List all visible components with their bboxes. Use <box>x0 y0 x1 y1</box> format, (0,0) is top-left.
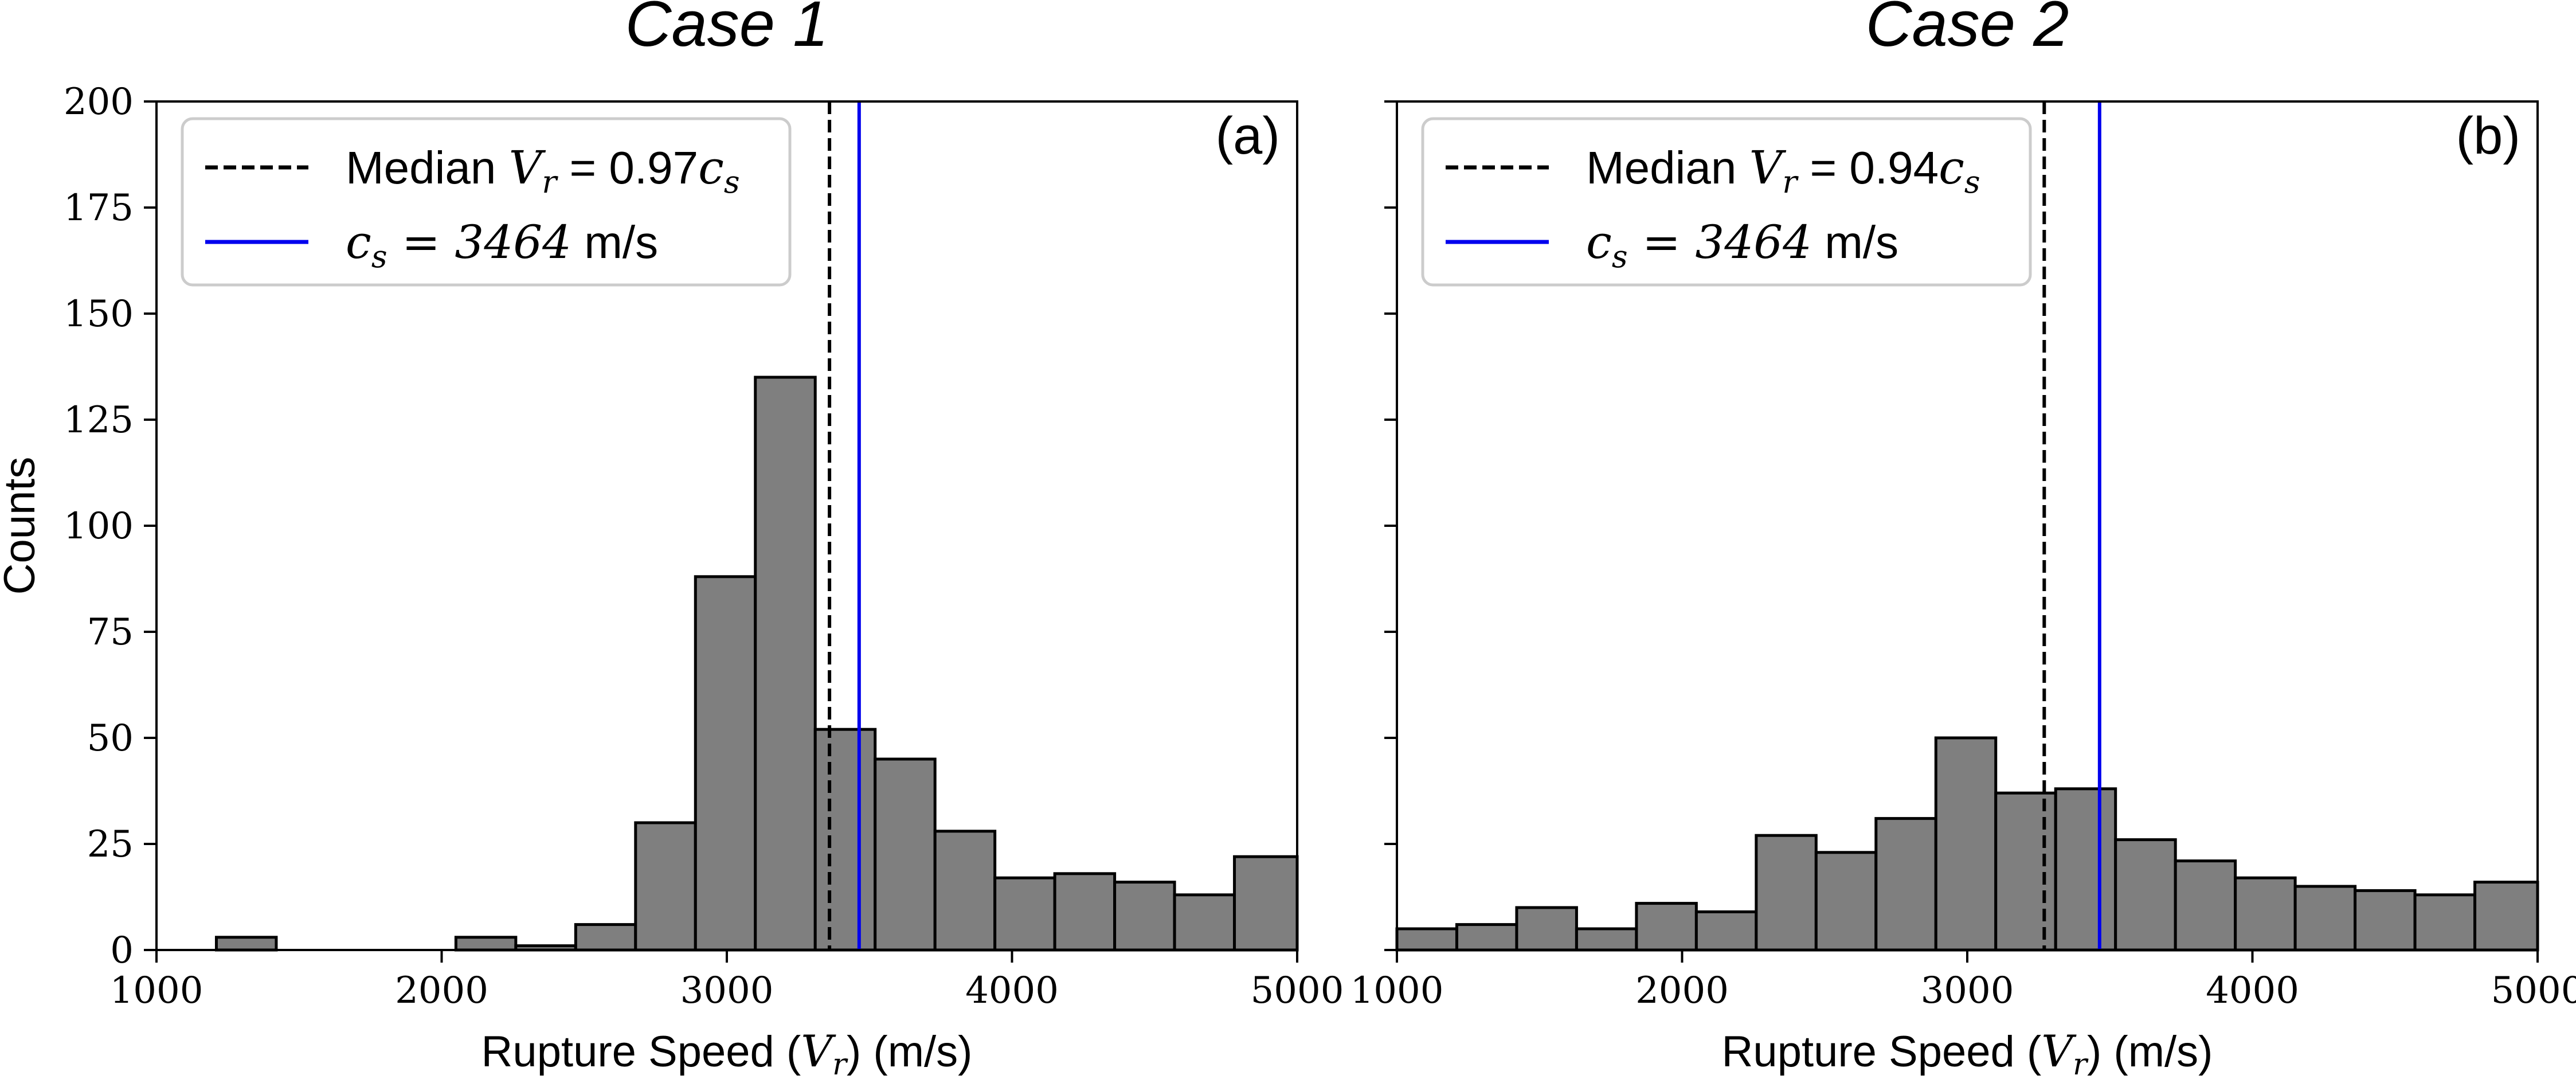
histogram-bar <box>1934 736 1998 952</box>
histogram-bar <box>1233 855 1299 952</box>
histogram-bar <box>874 757 937 952</box>
x-tick-label: 2000 <box>1635 969 1729 1012</box>
histogram-bar <box>2114 838 2177 952</box>
histogram-bar <box>694 575 757 952</box>
histogram-bar <box>2354 889 2417 952</box>
legend-median-symbol: V <box>1749 141 1787 194</box>
legend-median-subscript: r <box>542 164 558 200</box>
x-axis-label: Rupture Speed (Vr) (m/s) <box>481 1026 973 1079</box>
y-tick-label: 125 <box>64 399 134 441</box>
x-axis-label-text: Rupture Speed ( <box>1722 1027 2042 1076</box>
legend-median-cs-subscript: s <box>1964 164 1980 200</box>
panel-label: (a) <box>1216 107 1280 165</box>
histogram-bar <box>993 876 1056 952</box>
x-axis-label-symbol: V <box>801 1026 836 1077</box>
panel-a: 1000 2000 3000 4000 5000 0 25 50 75 100 125 150 175 2… <box>0 0 1344 1079</box>
histogram-bar <box>1874 817 1937 952</box>
histogram-bar <box>1515 906 1578 952</box>
histogram-bar <box>214 936 278 952</box>
histogram-bar <box>454 936 518 952</box>
legend-median-cs-symbol: c <box>1939 141 1964 194</box>
legend-median-subscript: r <box>1782 164 1799 200</box>
x-axis-label-units: ) (m/s) <box>2087 1027 2213 1076</box>
histogram-bar <box>1814 851 1878 952</box>
y-tick-label: 200 <box>64 81 134 123</box>
y-tick-label: 0 <box>110 929 134 972</box>
histogram-bar <box>2293 885 2357 952</box>
panel-label: (b) <box>2456 107 2520 165</box>
legend-cs-units: m/s <box>571 217 658 268</box>
legend-median-label: Median Vr = 0.97cs <box>346 141 740 200</box>
x-tick-label: 1000 <box>110 969 203 1012</box>
histogram-bar <box>2234 876 2297 952</box>
legend-median-label: Median Vr = 0.94cs <box>1586 141 1980 200</box>
histogram-bar <box>1395 927 1458 952</box>
histogram-bar <box>574 923 637 952</box>
histogram-bar <box>2054 787 2117 952</box>
y-axis-label: Counts <box>0 457 44 595</box>
x-tick-label: 1000 <box>1350 969 1444 1012</box>
x-tick-label: 3000 <box>680 969 774 1012</box>
histogram-bar <box>1173 893 1236 952</box>
legend-box <box>181 117 792 287</box>
legend-median-symbol: V <box>509 141 546 194</box>
x-tick-label: 2000 <box>395 969 488 1012</box>
legend-cs-label: cs = 3464 m/s <box>346 216 658 275</box>
histogram-bar <box>754 376 817 952</box>
x-axis-label-units: ) (m/s) <box>847 1027 972 1076</box>
chart-title: Case 2 <box>1866 0 2069 60</box>
legend-median-value: = 0.94 <box>1797 142 1939 193</box>
chart-title: Case 1 <box>625 0 829 60</box>
histogram-bar <box>1113 881 1176 952</box>
y-tick-label: 150 <box>64 293 134 335</box>
legend-box <box>1421 117 2032 287</box>
histogram-bar <box>933 830 997 952</box>
x-axis-label-subscript: r <box>832 1047 848 1079</box>
x-tick-label: 3000 <box>1921 969 2014 1012</box>
histogram-bar <box>1694 910 1758 952</box>
legend-median-cs-symbol: c <box>698 141 724 194</box>
y-tick-label: 175 <box>64 187 134 229</box>
x-axis-label: Rupture Speed (Vr) (m/s) <box>1722 1026 2213 1079</box>
histogram-bar <box>634 821 697 952</box>
x-axis-label-text: Rupture Speed ( <box>481 1027 801 1076</box>
histogram-bar <box>2413 893 2477 952</box>
legend-cs-units: m/s <box>1812 217 1898 268</box>
legend-median-cs-subscript: s <box>724 164 740 200</box>
legend-cs-symbol: c <box>1586 216 1612 269</box>
x-tick-label: 5000 <box>2491 969 2576 1012</box>
x-tick-label: 4000 <box>2206 969 2299 1012</box>
histogram-bar <box>813 728 877 952</box>
legend-cs-symbol: c <box>346 216 371 269</box>
legend-cs-subscript: s <box>1612 239 1628 275</box>
legend-cs-value: = 3464 <box>387 216 571 269</box>
histogram-bar <box>1455 923 1518 952</box>
y-tick-label: 25 <box>87 823 134 866</box>
histogram-bar <box>2473 881 2539 952</box>
legend-median-text: Median <box>346 142 509 193</box>
x-axis-label-symbol: V <box>2041 1026 2077 1077</box>
y-tick-label: 100 <box>64 505 134 548</box>
histogram-bar <box>1755 834 1818 952</box>
legend-median-value: = 0.97 <box>557 142 698 193</box>
x-axis-label-subscript: r <box>2073 1047 2089 1079</box>
panel-b: 1000 2000 3000 4000 5000 Case 2 (b) Rupture Spe… <box>1350 0 2576 1079</box>
histogram-bar <box>1053 872 1117 952</box>
legend-median-text: Median <box>1586 142 1749 193</box>
y-tick-label: 50 <box>87 717 134 760</box>
x-tick-label: 5000 <box>1251 969 1344 1012</box>
y-tick-label: 75 <box>87 611 134 654</box>
legend-cs-value: = 3464 <box>1628 216 1812 269</box>
histogram-bar <box>1994 791 2057 952</box>
histogram-bar <box>1575 927 1638 952</box>
x-tick-label: 4000 <box>965 969 1059 1012</box>
histogram-bar <box>2174 859 2237 952</box>
legend-cs-subscript: s <box>371 239 387 275</box>
legend-cs-label: cs = 3464 m/s <box>1586 216 1898 275</box>
histogram-bar <box>1635 902 1698 952</box>
